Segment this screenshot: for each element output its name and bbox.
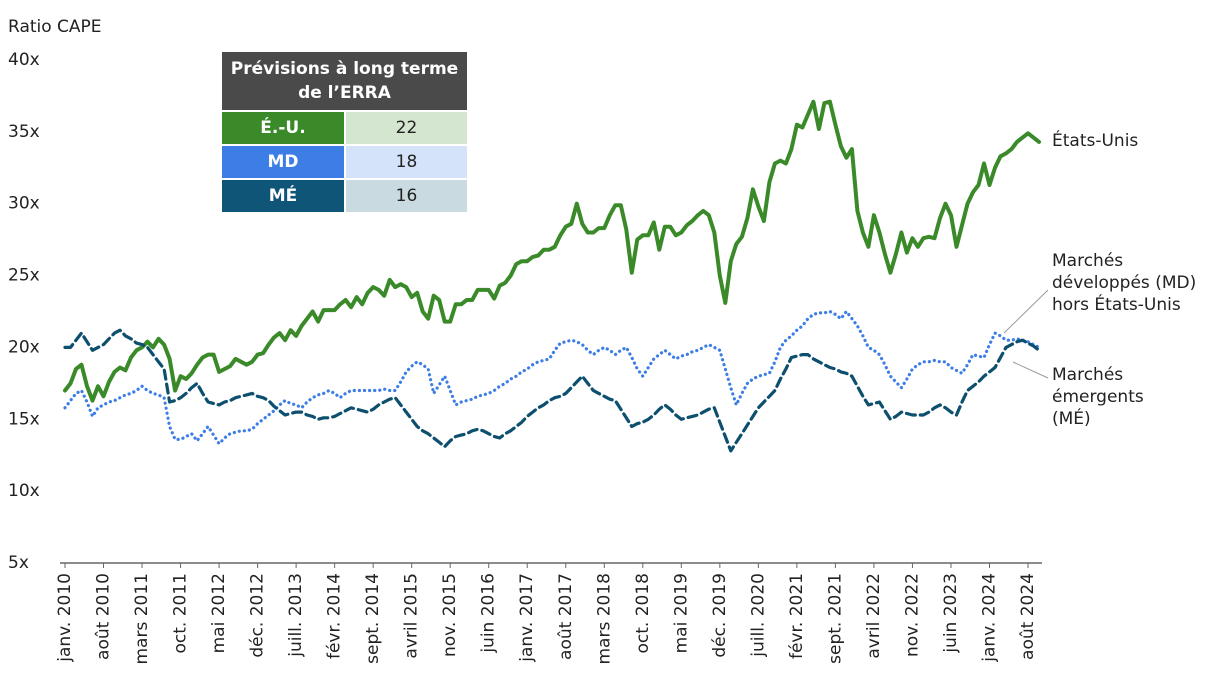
y-tick-label: 35x [8,122,40,142]
y-axis-title: Ratio CAPE [8,17,102,37]
x-tick-label: janv. 2024 [979,573,999,663]
row-label: MÉ [222,180,344,212]
series-label: Marchés émergents (MÉ) [1052,365,1144,429]
row-value: 16 [346,180,467,212]
series-line [63,309,1041,446]
y-tick-label: 10x [8,481,40,501]
x-tick-label: mai 2012 [209,573,229,653]
y-tick-label: 30x [8,194,40,214]
x-tick-label: sept. 2021 [825,573,845,664]
x-tick-label: oct. 2011 [171,573,191,653]
x-tick-label: janv. 2017 [517,573,537,663]
y-tick-label: 40x [8,50,40,70]
series-label: États-Unis [1052,131,1139,151]
x-tick-label: oct. 2018 [633,573,653,653]
table-row: MD 18 [222,146,467,178]
row-label: É.-U. [222,112,344,144]
x-tick-label: sept. 2014 [363,573,383,664]
table-title: Prévisions à long terme de l’ERRA [222,52,467,110]
x-tick-label: janv. 2010 [55,573,75,663]
y-tick-label: 5x [8,553,29,573]
x-tick-label: avril 2022 [864,573,884,659]
x-tick-label: mars 2011 [132,573,152,665]
x-tick-label: juin 2016 [479,573,499,654]
x-tick-label: juill. 2020 [748,573,768,658]
forecast-table: Prévisions à long terme de l’ERRA É.-U. 2… [222,52,467,212]
row-value: 18 [346,146,467,178]
x-tick-label: juin 2023 [941,573,961,654]
x-tick-label: nov. 2015 [440,573,460,657]
x-tick-label: mai 2019 [671,573,691,653]
x-tick-label: avril 2015 [402,573,422,659]
x-tick-label: août 2024 [1018,573,1038,660]
table-row: É.-U. 22 [222,112,467,144]
x-tick-label: févr. 2021 [787,573,807,659]
x-tick-label: août 2010 [94,573,114,660]
y-tick-label: 20x [8,337,40,357]
leader-line [1003,289,1049,334]
series-line [63,99,1041,403]
series-line [63,328,1041,453]
row-value: 22 [346,112,467,144]
row-label: MD [222,146,344,178]
x-tick-label: févr. 2014 [325,573,345,659]
x-tick-label: juill. 2013 [286,573,306,658]
series-label: Marchés développés (MD) hors États-Unis [1052,251,1197,315]
x-tick-label: nov. 2022 [902,573,922,657]
x-tick-label: mars 2018 [594,573,614,665]
table-row: MÉ 16 [222,180,467,212]
y-tick-label: 25x [8,266,40,286]
x-tick-label: août 2017 [556,573,576,660]
leader-line [1012,361,1049,379]
x-tick-label: déc. 2012 [248,573,268,658]
y-tick-label: 15x [8,409,40,429]
x-tick-label: déc. 2019 [710,573,730,658]
